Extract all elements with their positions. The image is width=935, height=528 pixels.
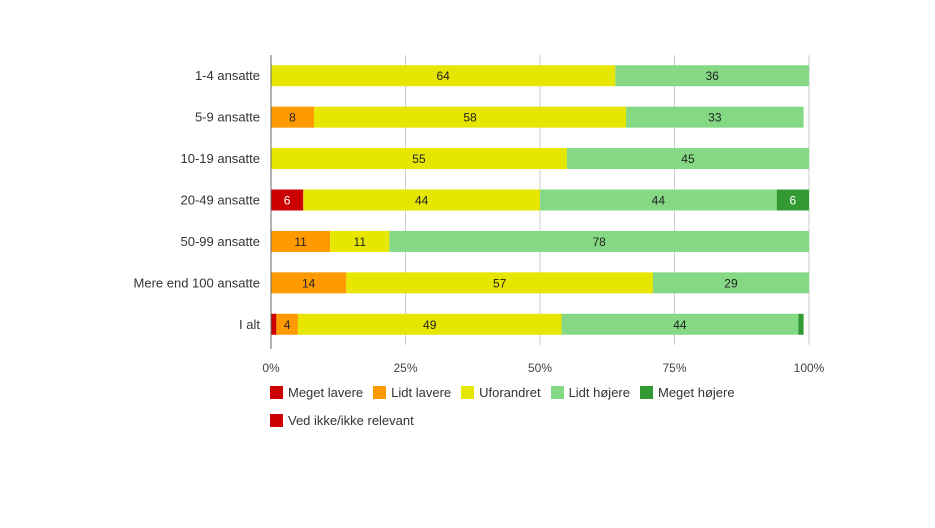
data-label: 44 <box>673 318 687 332</box>
x-tick-label: 100% <box>794 361 825 375</box>
legend-swatch <box>550 385 564 399</box>
category-label: 50-99 ansatte <box>180 234 260 249</box>
legend-item: Meget højere <box>639 380 735 404</box>
legend-item: Lidt højere <box>550 380 630 404</box>
legend-swatch <box>461 385 475 399</box>
bar-segment <box>303 189 540 211</box>
legend-swatch <box>270 413 283 427</box>
bar-segment <box>346 272 653 294</box>
data-label: 11 <box>294 235 307 249</box>
data-label: 44 <box>415 194 429 208</box>
legend-label: Uforandret <box>479 384 541 400</box>
data-label: 78 <box>593 235 607 249</box>
legend-item: Meget lavere <box>270 380 363 404</box>
bar-segment <box>389 230 809 252</box>
legend-item: Uforandret <box>461 380 541 404</box>
x-tick-label: 0% <box>262 361 280 375</box>
category-label: 10-19 ansatte <box>180 151 260 166</box>
bar-segment <box>798 313 804 335</box>
bar-segment <box>314 106 627 128</box>
bar-segment <box>540 189 777 211</box>
bar-segment <box>271 65 616 87</box>
x-tick-label: 25% <box>393 361 417 375</box>
legend-swatch <box>270 385 283 399</box>
data-label: 64 <box>436 69 450 83</box>
legend-label: Lidt lavere <box>391 384 452 400</box>
category-label: I alt <box>239 317 260 332</box>
data-label: 45 <box>681 152 695 166</box>
data-label: 14 <box>302 276 316 290</box>
legend: Meget lavere Lidt lavere Uforandret Lidt hø… <box>270 380 830 436</box>
bar-segment <box>271 189 304 211</box>
category-label: Mere end 100 ansatte <box>134 275 260 290</box>
data-label: 6 <box>790 194 797 208</box>
data-label: 6 <box>284 194 291 208</box>
data-label: 57 <box>493 276 507 290</box>
data-label: 36 <box>705 69 719 83</box>
legend-label: Lidt højere <box>568 384 630 400</box>
bar-segment <box>271 272 347 294</box>
data-label: 29 <box>724 276 738 290</box>
data-label: 11 <box>354 235 367 249</box>
bars: 64 36 8 58 33 55 45 6 44 44 6 11 11 78 14 57 29 4 49 44 <box>271 65 809 335</box>
data-label: 33 <box>708 111 722 125</box>
legend-label: Ved ikke/ikke relevant <box>288 412 414 428</box>
data-label: 58 <box>463 111 477 125</box>
bar-segment <box>297 313 562 335</box>
data-label: 4 <box>284 318 291 332</box>
category-label: 20-49 ansatte <box>180 193 260 208</box>
x-tick-label: 75% <box>662 361 686 375</box>
x-tick-label: 50% <box>528 361 552 375</box>
data-label: 8 <box>289 111 296 125</box>
legend-label: Meget lavere <box>288 384 364 400</box>
legend-item: Lidt lavere <box>373 380 451 404</box>
bar-segment <box>271 230 331 252</box>
category-label: 5-9 ansatte <box>195 110 260 125</box>
bar-segment <box>652 272 809 294</box>
bar-segment <box>566 148 809 170</box>
data-label: 49 <box>423 318 437 332</box>
category-labels: 1-4 ansatte 5-9 ansatte 10-19 ansatte 20-49… <box>134 68 261 332</box>
bar-segment <box>271 313 277 335</box>
x-tick-labels: 0% 25% 50% 75% 100% <box>262 361 824 375</box>
bar-segment <box>626 106 804 128</box>
legend-swatch <box>373 385 387 399</box>
data-label: 44 <box>652 194 666 208</box>
legend-label: Meget højere <box>657 384 735 400</box>
legend-swatch <box>639 385 653 399</box>
legend-item: Ved ikke/ikke relevant <box>270 408 414 432</box>
bar-segment <box>615 65 809 87</box>
data-label: 55 <box>412 152 426 166</box>
bar-segment <box>276 313 298 335</box>
bar-segment <box>561 313 799 335</box>
bar-segment <box>271 106 315 128</box>
bar-segment <box>271 148 567 170</box>
bar-segment <box>776 189 809 211</box>
bar-segment <box>330 230 390 252</box>
category-label: 1-4 ansatte <box>195 68 260 83</box>
